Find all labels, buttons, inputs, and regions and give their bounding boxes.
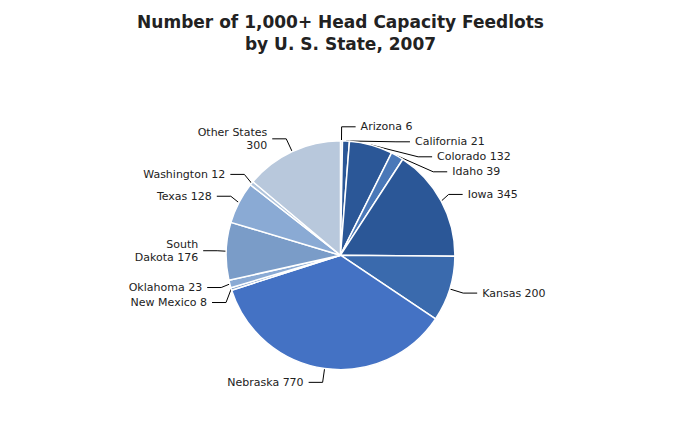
svg-text:by U. S. State, 2007: by U. S. State, 2007 <box>245 34 436 54</box>
svg-text:Arizona 6: Arizona 6 <box>361 120 413 133</box>
svg-text:Oklahoma 23: Oklahoma 23 <box>129 281 202 294</box>
svg-text:Idaho 39: Idaho 39 <box>452 165 500 178</box>
svg-text:Washington 12: Washington 12 <box>143 168 225 181</box>
svg-text:Texas 128: Texas 128 <box>156 190 212 203</box>
svg-text:Iowa 345: Iowa 345 <box>468 188 518 201</box>
svg-text:Other States: Other States <box>198 126 268 139</box>
svg-text:300: 300 <box>246 139 267 152</box>
svg-text:Number of 1,000+ Head Capacity: Number of 1,000+ Head Capacity Feedlots <box>137 12 544 32</box>
svg-text:Nebraska 770: Nebraska 770 <box>227 376 303 389</box>
svg-text:Dakota 176: Dakota 176 <box>135 251 198 264</box>
svg-text:Colorado 132: Colorado 132 <box>437 150 511 163</box>
svg-text:South: South <box>166 238 198 251</box>
svg-text:Kansas 200: Kansas 200 <box>482 287 545 300</box>
svg-text:New Mexico 8: New Mexico 8 <box>131 296 207 309</box>
svg-text:California 21: California 21 <box>415 135 485 148</box>
